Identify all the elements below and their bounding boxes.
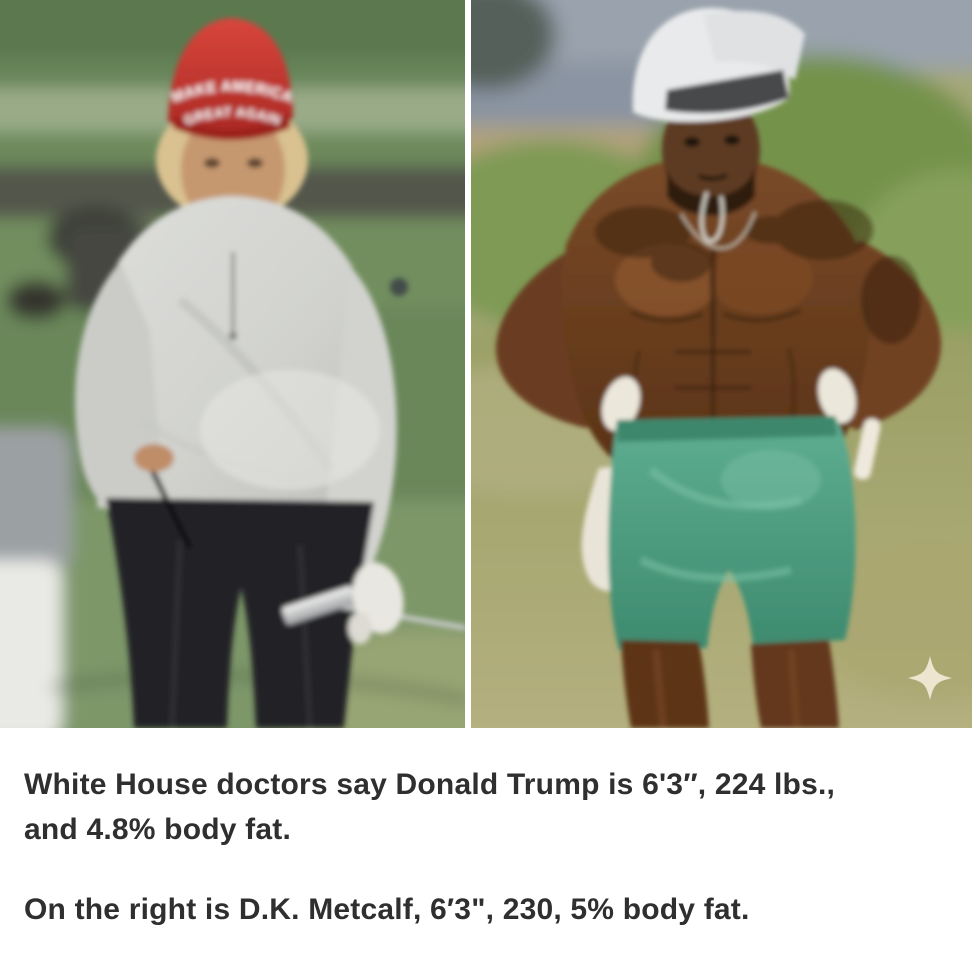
metcalf-photo: [471, 0, 972, 728]
right-wrist-wrap: [818, 368, 856, 424]
golf-glove: [348, 562, 404, 644]
trump-photo-canvas: MAKE AMERICA GREAT AGAIN: [0, 0, 465, 728]
trump-figure: MAKE AMERICA GREAT AGAIN: [75, 18, 465, 728]
caption-line-3: On the right is D.K. Metcalf, 6′3", 230,…: [24, 893, 750, 926]
hand-in-pocket: [134, 444, 174, 472]
hanging-strap: [854, 418, 881, 480]
maga-hat: MAKE AMERICA GREAT AGAIN: [168, 18, 295, 140]
backwards-cap: [632, 8, 805, 122]
tattoos: [595, 200, 921, 344]
caption-paragraph-1: White House doctors say Donald Trump is …: [24, 762, 952, 852]
left-wrist-wrap: [601, 376, 641, 432]
trump-photo: MAKE AMERICA GREAT AGAIN: [0, 0, 465, 728]
trump-pants: [106, 468, 374, 728]
caption-line-2: and 4.8% body fat.: [24, 813, 291, 846]
sleeve-logo: [390, 278, 408, 296]
chain-necklace: [700, 191, 725, 243]
caption-section: White House doctors say Donald Trump is …: [0, 728, 972, 953]
metcalf-photo-canvas: [471, 0, 972, 728]
legs: [621, 640, 839, 728]
caption-line-1: White House doctors say Donald Trump is …: [24, 768, 836, 801]
sparkle-icon: [908, 656, 952, 700]
teal-shorts: [608, 416, 856, 650]
metcalf-figure: [495, 8, 942, 728]
caption-paragraph-2: On the right is D.K. Metcalf, 6′3", 230,…: [24, 887, 952, 932]
